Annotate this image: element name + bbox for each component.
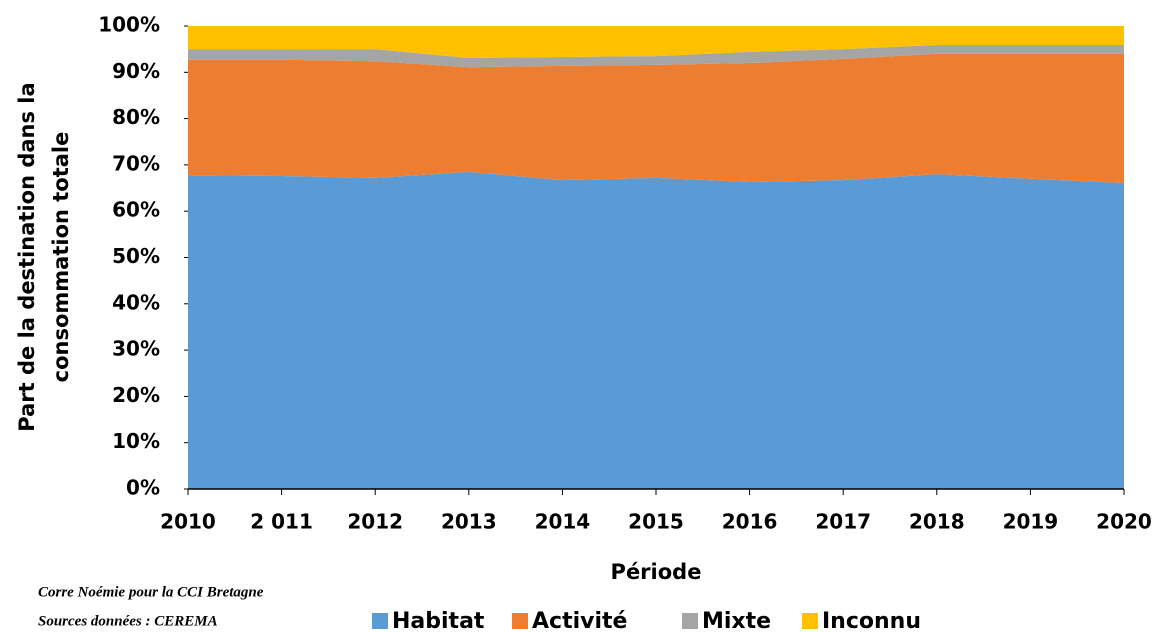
y-tick-label: 30% xyxy=(112,337,160,361)
x-tick-label: 2013 xyxy=(441,510,497,534)
x-tick-label: 2010 xyxy=(160,510,216,534)
legend-label: Habitat xyxy=(392,609,485,632)
y-tick-label: 60% xyxy=(112,198,160,222)
y-axis-label: consommation totale xyxy=(49,132,73,383)
area xyxy=(188,53,1124,183)
y-tick-label: 50% xyxy=(112,244,160,268)
x-tick-label: 2016 xyxy=(722,510,778,534)
area xyxy=(188,171,1124,489)
y-tick-label: 0% xyxy=(126,476,160,500)
y-tick-label: 10% xyxy=(112,429,160,453)
x-tick-label: 2014 xyxy=(535,510,591,534)
x-tick-label: 2 011 xyxy=(250,510,313,534)
x-tick-label: 2020 xyxy=(1096,510,1152,534)
y-tick-label: 20% xyxy=(112,383,160,407)
area xyxy=(188,26,1124,58)
note: Corre Noémie pour la CCI Bretagne xyxy=(38,584,264,600)
x-tick-label: 2012 xyxy=(347,510,403,534)
legend-label: Activité xyxy=(532,609,627,632)
legend-swatch xyxy=(512,613,528,629)
x-tick-label: 2015 xyxy=(628,510,684,534)
y-axis-label: Part de la destination dans la xyxy=(15,82,39,431)
y-tick-label: 100% xyxy=(98,13,160,37)
legend-label: Inconnu xyxy=(822,609,921,632)
x-tick-label: 2017 xyxy=(815,510,871,534)
legend-swatch xyxy=(372,613,388,629)
x-axis-label: Période xyxy=(611,560,702,584)
x-tick-label: 2018 xyxy=(909,510,965,534)
legend-swatch xyxy=(802,613,818,629)
y-tick-label: 80% xyxy=(112,105,160,129)
legend-label: Mixte xyxy=(702,609,771,632)
note: Sources données : CEREMA xyxy=(38,613,218,629)
y-tick-label: 90% xyxy=(112,59,160,83)
legend-swatch xyxy=(682,613,698,629)
y-tick-label: 40% xyxy=(112,290,160,314)
x-tick-label: 2019 xyxy=(1003,510,1059,534)
y-tick-label: 70% xyxy=(112,151,160,175)
